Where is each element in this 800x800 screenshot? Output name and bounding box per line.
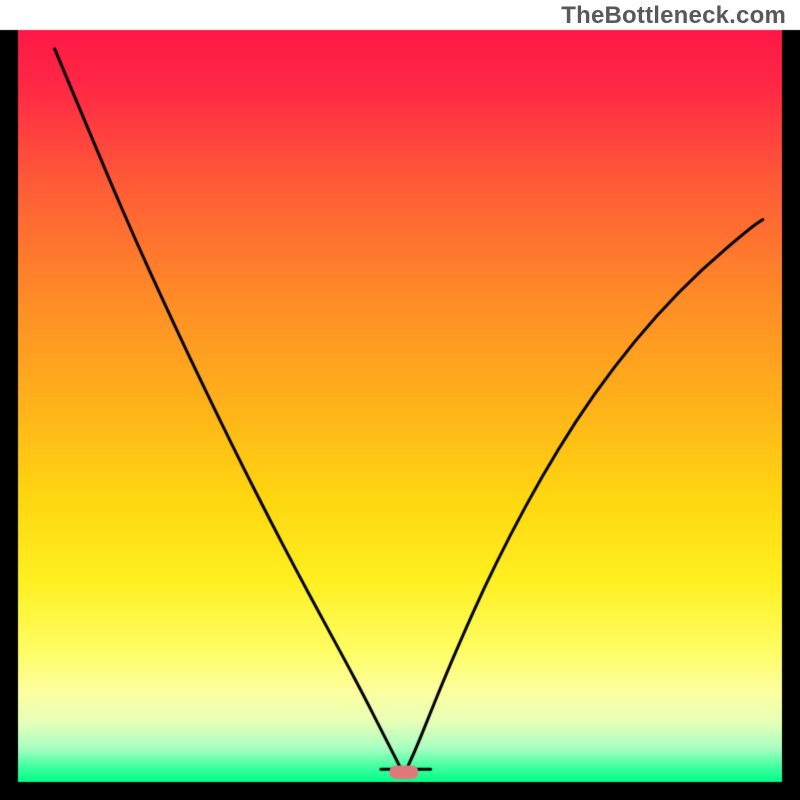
bottleneck-curve — [0, 0, 800, 800]
watermark-text: TheBottleneck.com — [561, 2, 786, 30]
chart-container: TheBottleneck.com — [0, 0, 800, 800]
